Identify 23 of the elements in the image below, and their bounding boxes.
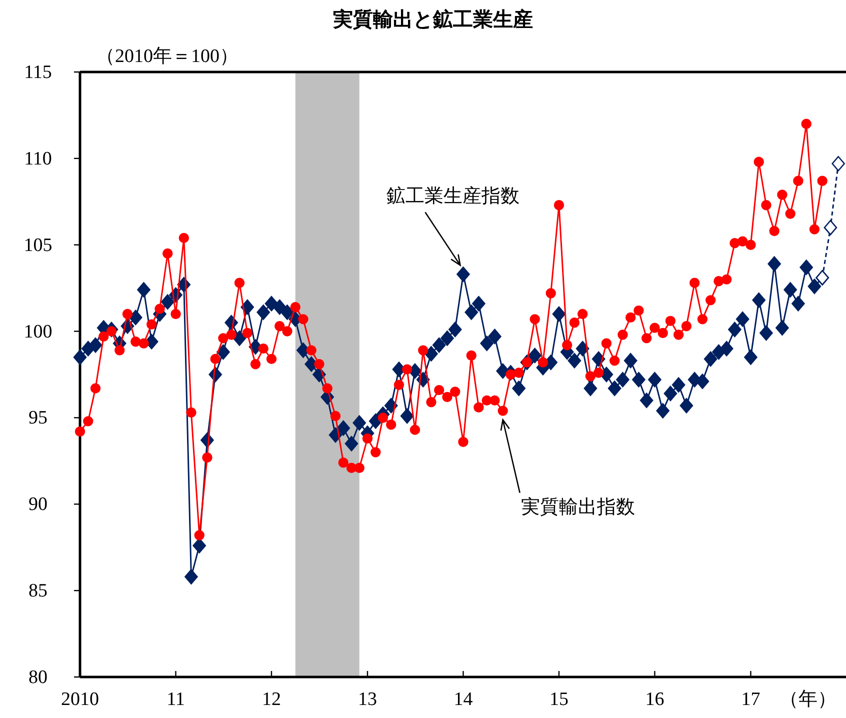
y-tick-label: 85 bbox=[28, 580, 48, 602]
y-axis-title: （2010年＝100） bbox=[96, 46, 238, 67]
point bbox=[824, 220, 838, 236]
y-tick-label: 95 bbox=[28, 408, 48, 429]
y-tick-label: 90 bbox=[28, 494, 48, 516]
x-tick-label: 2010 bbox=[61, 689, 99, 710]
y-tick-label: 80 bbox=[28, 667, 48, 688]
x-axis-title: （年） bbox=[780, 689, 836, 710]
x-tick-label: 13 bbox=[358, 689, 377, 710]
x-tick-label: 11 bbox=[166, 689, 185, 710]
x-tick-label: 17 bbox=[741, 689, 760, 710]
x-tick-label: 12 bbox=[262, 689, 281, 710]
x-tick-label: 14 bbox=[454, 689, 474, 710]
y-tick-label: 110 bbox=[24, 148, 52, 170]
y-tick-label: 105 bbox=[24, 234, 52, 256]
text: 実質輸出指数 bbox=[520, 496, 635, 518]
y-tick-label: 115 bbox=[24, 62, 52, 83]
y-tick-label: 100 bbox=[24, 321, 52, 342]
x-tick-label: 16 bbox=[645, 689, 664, 710]
x-tick-label: 15 bbox=[549, 689, 568, 710]
point bbox=[832, 156, 845, 172]
text: 鉱工業生産指数 bbox=[386, 185, 520, 208]
chart-title: 実質輸出と鉱工業生産 bbox=[332, 7, 533, 31]
